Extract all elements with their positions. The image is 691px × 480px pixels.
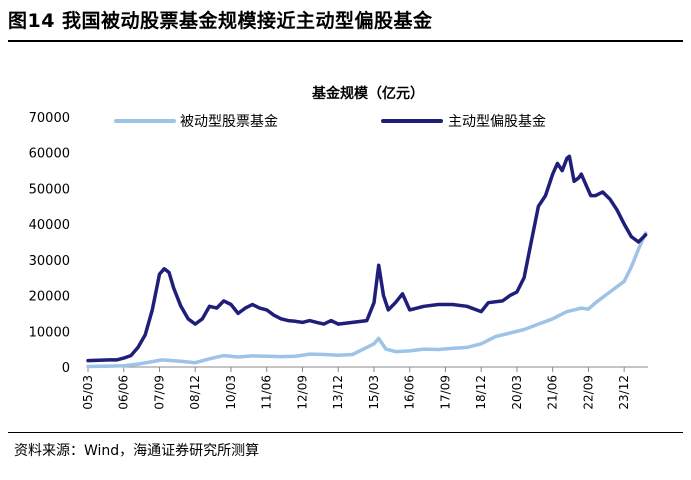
x-tick-label: 11/06 xyxy=(260,375,274,410)
x-tick-label: 22/09 xyxy=(581,375,595,410)
title-rule xyxy=(8,40,683,42)
x-tick-label: 20/03 xyxy=(510,375,524,410)
figure-title: 图14 我国被动股票基金规模接近主动型偏股基金 xyxy=(8,10,433,32)
x-tick-label: 13/12 xyxy=(331,375,345,410)
x-tick-label: 15/03 xyxy=(367,375,381,410)
y-tick-label: 40000 xyxy=(29,218,70,233)
y-tick-label: 60000 xyxy=(29,147,70,162)
x-tick-label: 21/06 xyxy=(546,375,560,410)
x-tick-label: 17/09 xyxy=(438,375,452,410)
y-tick-label: 70000 xyxy=(29,111,70,126)
x-tick-label: 08/12 xyxy=(188,375,202,410)
x-tick-label: 12/09 xyxy=(295,375,309,410)
y-tick-label: 30000 xyxy=(29,254,70,269)
x-tick-label: 06/06 xyxy=(117,375,131,410)
x-tick-label: 18/12 xyxy=(474,375,488,410)
source-rule xyxy=(8,432,683,433)
y-tick-label: 50000 xyxy=(29,182,70,197)
source-note: 资料来源：Wind，海通证券研究所测算 xyxy=(14,443,260,459)
y-tick-label: 0 xyxy=(62,361,70,376)
legend-label: 被动型股票基金 xyxy=(180,113,278,130)
x-tick-label: 23/12 xyxy=(617,375,631,410)
chart: 基金规模（亿元） 0 10000 20000 30000 40000 50000 60000 7… xyxy=(29,85,648,410)
x-tick-label: 05/03 xyxy=(81,375,95,410)
passive-fund-series-line xyxy=(86,231,648,369)
y-tick-label: 10000 xyxy=(29,325,70,340)
active-fund-series-line xyxy=(86,154,648,363)
x-tick-label: 10/03 xyxy=(224,375,238,410)
x-tick-label: 16/06 xyxy=(403,375,417,410)
y-tick-label: 20000 xyxy=(29,290,70,305)
legend-label: 主动型偏股基金 xyxy=(448,113,546,130)
x-tick-label: 07/09 xyxy=(152,375,166,410)
chart-title: 基金规模（亿元） xyxy=(312,85,424,102)
